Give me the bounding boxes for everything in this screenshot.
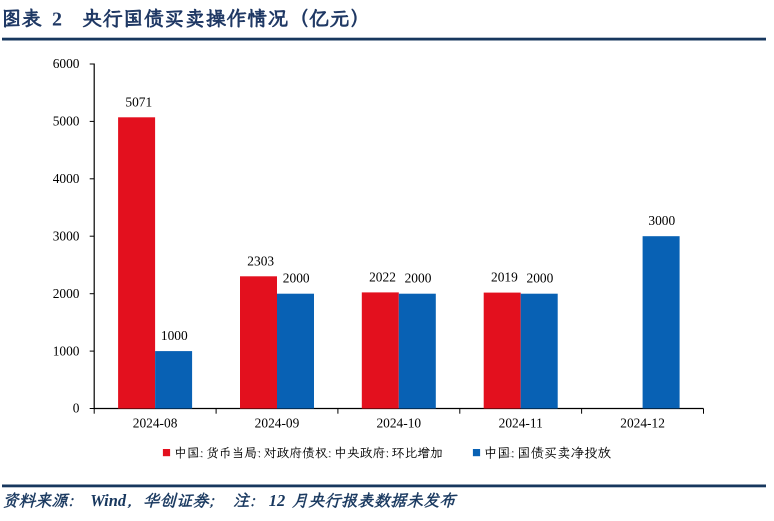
svg-text:3000: 3000	[53, 228, 80, 243]
svg-text:0: 0	[73, 401, 80, 416]
svg-text:2024-12: 2024-12	[620, 416, 665, 431]
svg-text:2303: 2303	[247, 253, 274, 268]
svg-text:1000: 1000	[161, 328, 188, 343]
svg-text:3000: 3000	[648, 213, 675, 228]
svg-text:5000: 5000	[53, 114, 80, 129]
svg-text:2024-09: 2024-09	[255, 416, 300, 431]
svg-text:2024-10: 2024-10	[376, 416, 421, 431]
svg-text:1000: 1000	[53, 343, 80, 358]
svg-text:2000: 2000	[527, 271, 554, 286]
svg-text:2022: 2022	[369, 269, 396, 284]
svg-text:12: 12	[269, 491, 285, 510]
svg-text:2024-11: 2024-11	[499, 416, 543, 431]
svg-text:6000: 6000	[53, 56, 80, 71]
svg-text:2: 2	[52, 8, 62, 30]
svg-text:2000: 2000	[405, 271, 432, 286]
svg-text:4000: 4000	[53, 171, 80, 186]
svg-text:2000: 2000	[283, 271, 310, 286]
svg-text:2024-08: 2024-08	[133, 416, 178, 431]
svg-text:2019: 2019	[491, 270, 518, 285]
svg-text:2000: 2000	[53, 286, 80, 301]
svg-text:5071: 5071	[125, 94, 152, 109]
svg-text:Wind: Wind	[90, 491, 127, 510]
